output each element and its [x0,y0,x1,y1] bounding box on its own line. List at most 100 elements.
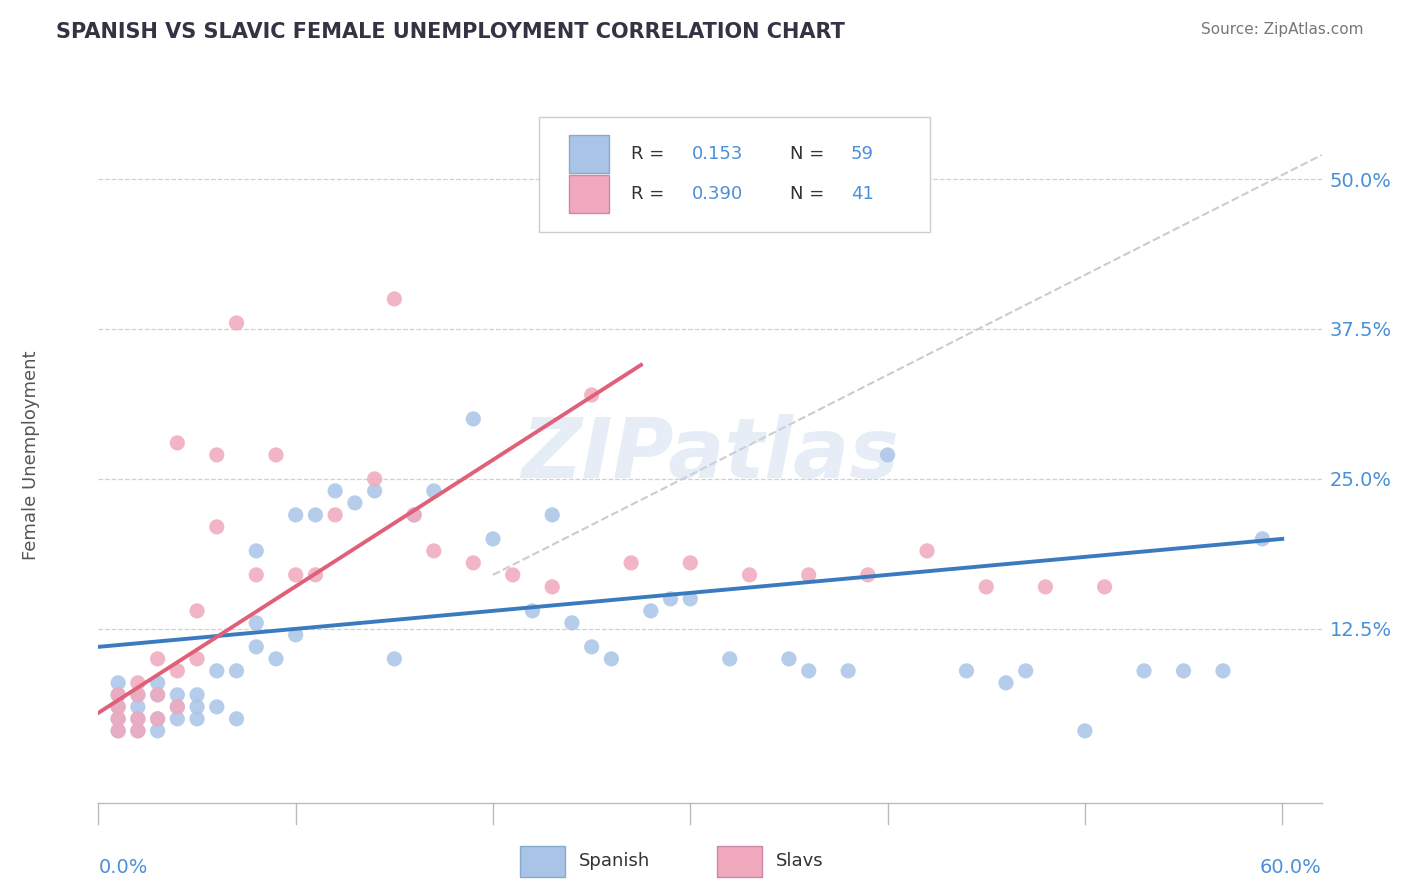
Point [679,556,702,570]
Point [581,640,603,654]
Point [797,664,820,678]
Point [146,712,169,726]
Point [718,652,741,666]
Point [1094,580,1116,594]
Point [620,556,643,570]
Point [797,567,820,582]
Point [127,699,149,714]
Point [363,472,385,486]
Point [1133,664,1156,678]
Point [502,567,524,582]
Point [166,664,188,678]
Point [404,508,426,522]
Point [205,664,228,678]
Text: N =: N = [790,145,824,163]
Point [225,316,247,330]
Point [166,688,188,702]
Point [146,688,169,702]
Point [423,544,446,558]
Point [146,676,169,690]
Point [107,723,129,738]
Point [856,567,879,582]
Point [146,652,169,666]
Point [186,699,208,714]
Point [1251,532,1274,546]
Point [225,712,247,726]
Point [382,652,405,666]
Text: R =: R = [630,145,664,163]
Point [541,508,564,522]
Point [186,652,208,666]
Point [127,712,149,726]
Point [225,664,247,678]
Text: Female Unemployment: Female Unemployment [22,351,41,559]
Point [994,676,1017,690]
Text: SPANISH VS SLAVIC FEMALE UNEMPLOYMENT CORRELATION CHART: SPANISH VS SLAVIC FEMALE UNEMPLOYMENT CO… [56,22,845,42]
Text: 41: 41 [851,185,873,202]
Point [107,699,129,714]
Point [166,712,188,726]
Point [304,508,326,522]
Point [127,688,149,702]
Point [581,388,603,402]
Point [382,292,405,306]
Point [107,712,129,726]
Point [778,652,800,666]
Point [127,723,149,738]
Point [738,567,761,582]
Point [127,712,149,726]
Point [482,532,505,546]
Point [463,556,485,570]
Point [166,436,188,450]
Point [659,591,682,606]
FancyBboxPatch shape [569,135,609,173]
Point [107,688,129,702]
Point [107,699,129,714]
Point [107,712,129,726]
Point [146,688,169,702]
Point [284,628,307,642]
Point [107,676,129,690]
Point [343,496,366,510]
Point [205,520,228,534]
Point [640,604,662,618]
Point [127,723,149,738]
FancyBboxPatch shape [538,118,931,232]
Point [245,544,267,558]
Point [245,615,267,630]
Point [561,615,583,630]
Point [404,508,426,522]
Point [304,567,326,582]
Point [363,483,385,498]
Point [541,580,564,594]
Text: 60.0%: 60.0% [1260,858,1322,878]
Point [522,604,544,618]
Point [186,712,208,726]
Point [146,723,169,738]
FancyBboxPatch shape [569,175,609,213]
Point [186,604,208,618]
Text: Slavs: Slavs [776,852,824,870]
Point [146,712,169,726]
Point [915,544,938,558]
Point [1173,664,1195,678]
Point [1035,580,1057,594]
Text: 0.390: 0.390 [692,185,742,202]
Point [205,699,228,714]
Point [1074,723,1097,738]
Point [245,567,267,582]
Text: Spanish: Spanish [579,852,651,870]
Point [679,591,702,606]
Point [166,699,188,714]
Point [107,688,129,702]
Point [284,567,307,582]
Point [463,412,485,426]
Point [323,483,346,498]
Text: 0.0%: 0.0% [98,858,148,878]
Point [955,664,977,678]
Text: Source: ZipAtlas.com: Source: ZipAtlas.com [1201,22,1364,37]
Point [107,723,129,738]
Text: 59: 59 [851,145,873,163]
Point [264,652,287,666]
Text: R =: R = [630,185,664,202]
